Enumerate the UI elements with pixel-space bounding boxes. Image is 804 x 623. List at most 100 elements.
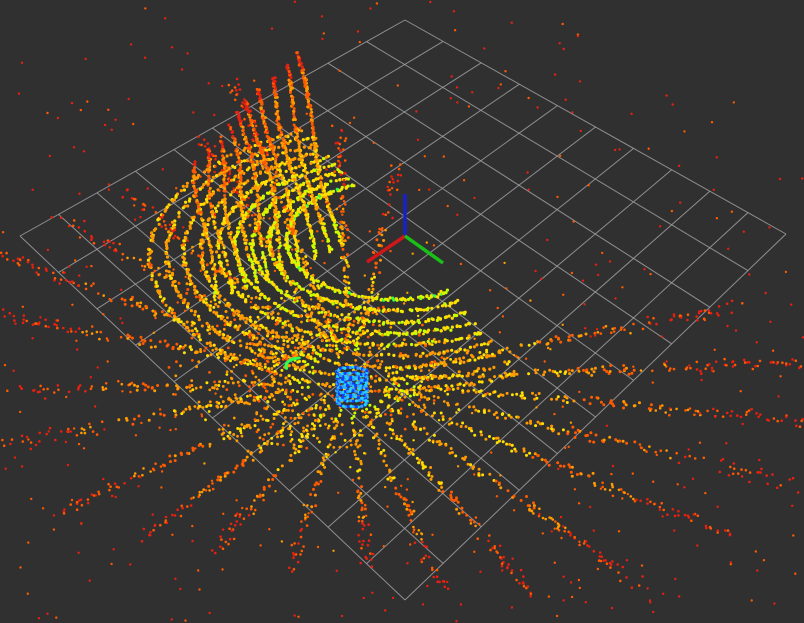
cloud-point [457, 373, 461, 377]
cloud-point [214, 347, 218, 351]
cloud-point [326, 174, 330, 178]
cloud-point [260, 244, 264, 248]
cloud-point [322, 187, 326, 190]
cloud-point [271, 311, 275, 314]
cloud-point [228, 235, 232, 239]
cloud-point [275, 223, 279, 227]
cloud-point [189, 309, 193, 313]
cloud-point [342, 179, 346, 182]
cloud-point [510, 449, 514, 453]
cloud-point [497, 394, 501, 398]
cloud-point [233, 285, 237, 289]
cloud-point [185, 291, 189, 295]
cloud-point [148, 261, 151, 265]
cloud-point [264, 162, 267, 165]
cloud-point [191, 245, 194, 249]
cloud-point [208, 186, 212, 190]
cloud-point [611, 494, 615, 498]
cloud-point [82, 428, 86, 432]
cloud-point [544, 517, 547, 521]
cloud-point [201, 444, 205, 448]
cloud-point [228, 276, 232, 280]
cloud-point [31, 266, 35, 269]
cloud-point [381, 212, 385, 216]
cloud-point [354, 442, 358, 446]
cloud-point [654, 409, 658, 412]
cloud-point [151, 309, 155, 313]
cloud-point [322, 458, 326, 462]
cloud-point [237, 260, 241, 263]
cloud-point [500, 562, 504, 565]
cloud-point [164, 241, 168, 245]
cloud-point [425, 294, 429, 298]
cloud-point [731, 360, 735, 363]
cloud-point [261, 417, 265, 421]
cloud-point [250, 152, 254, 156]
cloud-point [214, 280, 218, 284]
cloud-point [268, 204, 272, 208]
cloud-point [361, 508, 364, 511]
cloud-point [208, 308, 212, 312]
cloud-point [448, 304, 452, 308]
cloud-point [285, 290, 289, 294]
cloud-point [259, 395, 263, 398]
cloud-point [371, 552, 375, 556]
cloud-point [230, 238, 234, 242]
cloud-point [250, 234, 254, 238]
cloud-point [253, 143, 257, 148]
cloud-point [421, 295, 425, 299]
cloud-point [234, 514, 237, 517]
cloud-point [507, 360, 511, 364]
cloud-point [209, 344, 213, 348]
cloud-point [272, 185, 276, 189]
cloud-point [97, 292, 100, 295]
cloud-point [515, 578, 518, 582]
cloud-point [224, 161, 228, 165]
cloud-point [302, 205, 306, 209]
cloud-point [551, 369, 555, 373]
cloud-point [352, 414, 356, 418]
cloud-point [557, 432, 561, 436]
cloud-point [290, 543, 294, 547]
cloud-point [309, 357, 313, 361]
cloud-point [214, 270, 217, 274]
cloud-point [177, 281, 181, 285]
cloud-point [693, 457, 697, 460]
cloud-point [304, 255, 308, 259]
cloud-point [745, 410, 749, 414]
cloud-point [427, 296, 431, 300]
cloud-point [501, 393, 505, 397]
cloud-point [458, 347, 462, 351]
cloud-point [498, 544, 502, 548]
cloud-point [205, 341, 209, 345]
cloud-point [599, 400, 603, 404]
cloud-point [421, 351, 425, 355]
cloud-point [506, 373, 510, 377]
cloud-point [292, 221, 296, 225]
cloud-point [397, 321, 401, 325]
cloud-point [86, 501, 90, 505]
cloud-point [540, 458, 544, 462]
cloud-point [451, 374, 454, 378]
cloud-point [548, 516, 551, 519]
cloud-point [458, 311, 463, 315]
cloud-point [310, 505, 314, 509]
cloud-point [472, 345, 476, 349]
cloud-point [276, 304, 280, 308]
cloud-point [131, 422, 135, 426]
cloud-point [296, 186, 300, 190]
cloud-point [617, 571, 620, 574]
cloud-point [477, 380, 482, 384]
cloud-point [258, 297, 262, 300]
cloud-point [794, 419, 797, 422]
cloud-point [330, 299, 334, 303]
cloud-point [317, 328, 321, 331]
cloud-point [172, 318, 176, 322]
cloud-point [151, 236, 155, 240]
cloud-point [306, 222, 310, 226]
cloud-point [179, 189, 183, 193]
cloud-point [20, 434, 24, 438]
cloud-point [213, 298, 217, 302]
